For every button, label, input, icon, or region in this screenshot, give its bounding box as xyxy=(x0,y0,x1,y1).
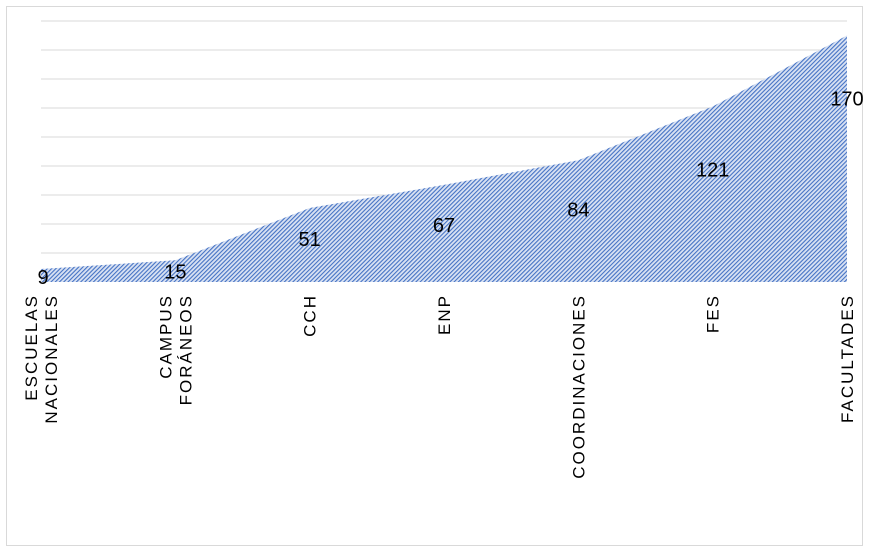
x-tick-label-line: FORÁNEOS xyxy=(176,294,195,405)
x-tick-label: CCH xyxy=(301,294,320,337)
x-tick-label-line: FES xyxy=(704,294,723,333)
area-series xyxy=(40,35,848,282)
x-tick-label-line: NACIONALES xyxy=(42,294,61,424)
data-label: 121 xyxy=(696,160,729,182)
x-tick-label-line: CAMPUS xyxy=(156,294,175,379)
area-chart: 9 15 51 67 84 121 170 ESCUELAS NACIONALES CAMPUS… xyxy=(22,20,864,479)
data-label: 51 xyxy=(299,229,321,251)
x-tick-label-line: FACULTADES xyxy=(838,294,857,423)
data-labels: 9 15 51 67 84 121 170 xyxy=(37,89,863,290)
chart-container: 9 15 51 67 84 121 170 ESCUELAS NACIONALES CAMPUS… xyxy=(6,6,864,546)
data-label: 9 xyxy=(37,267,48,289)
x-tick-label-line: CCH xyxy=(301,294,320,337)
x-tick-label: ESCUELAS NACIONALES xyxy=(22,294,61,424)
x-tick-label: FACULTADES xyxy=(838,294,857,423)
data-label: 84 xyxy=(567,199,589,221)
x-tick-label: FES xyxy=(704,294,723,333)
gridlines xyxy=(41,20,847,254)
data-label: 67 xyxy=(433,215,455,237)
x-tick-label: COORDINACIONES xyxy=(569,294,588,479)
x-tick-label-line: ENP xyxy=(435,294,454,335)
data-label: 15 xyxy=(164,262,186,284)
data-label: 170 xyxy=(830,89,863,111)
x-tick-label-line: COORDINACIONES xyxy=(569,294,588,479)
x-tick-label: ENP xyxy=(435,294,454,335)
x-tick-label: CAMPUS FORÁNEOS xyxy=(156,294,195,405)
x-tick-label-line: ESCUELAS xyxy=(22,294,41,401)
x-axis-tick-labels: ESCUELAS NACIONALES CAMPUS FORÁNEOS CCH ENP CO… xyxy=(22,294,857,479)
area-fill xyxy=(41,35,847,282)
